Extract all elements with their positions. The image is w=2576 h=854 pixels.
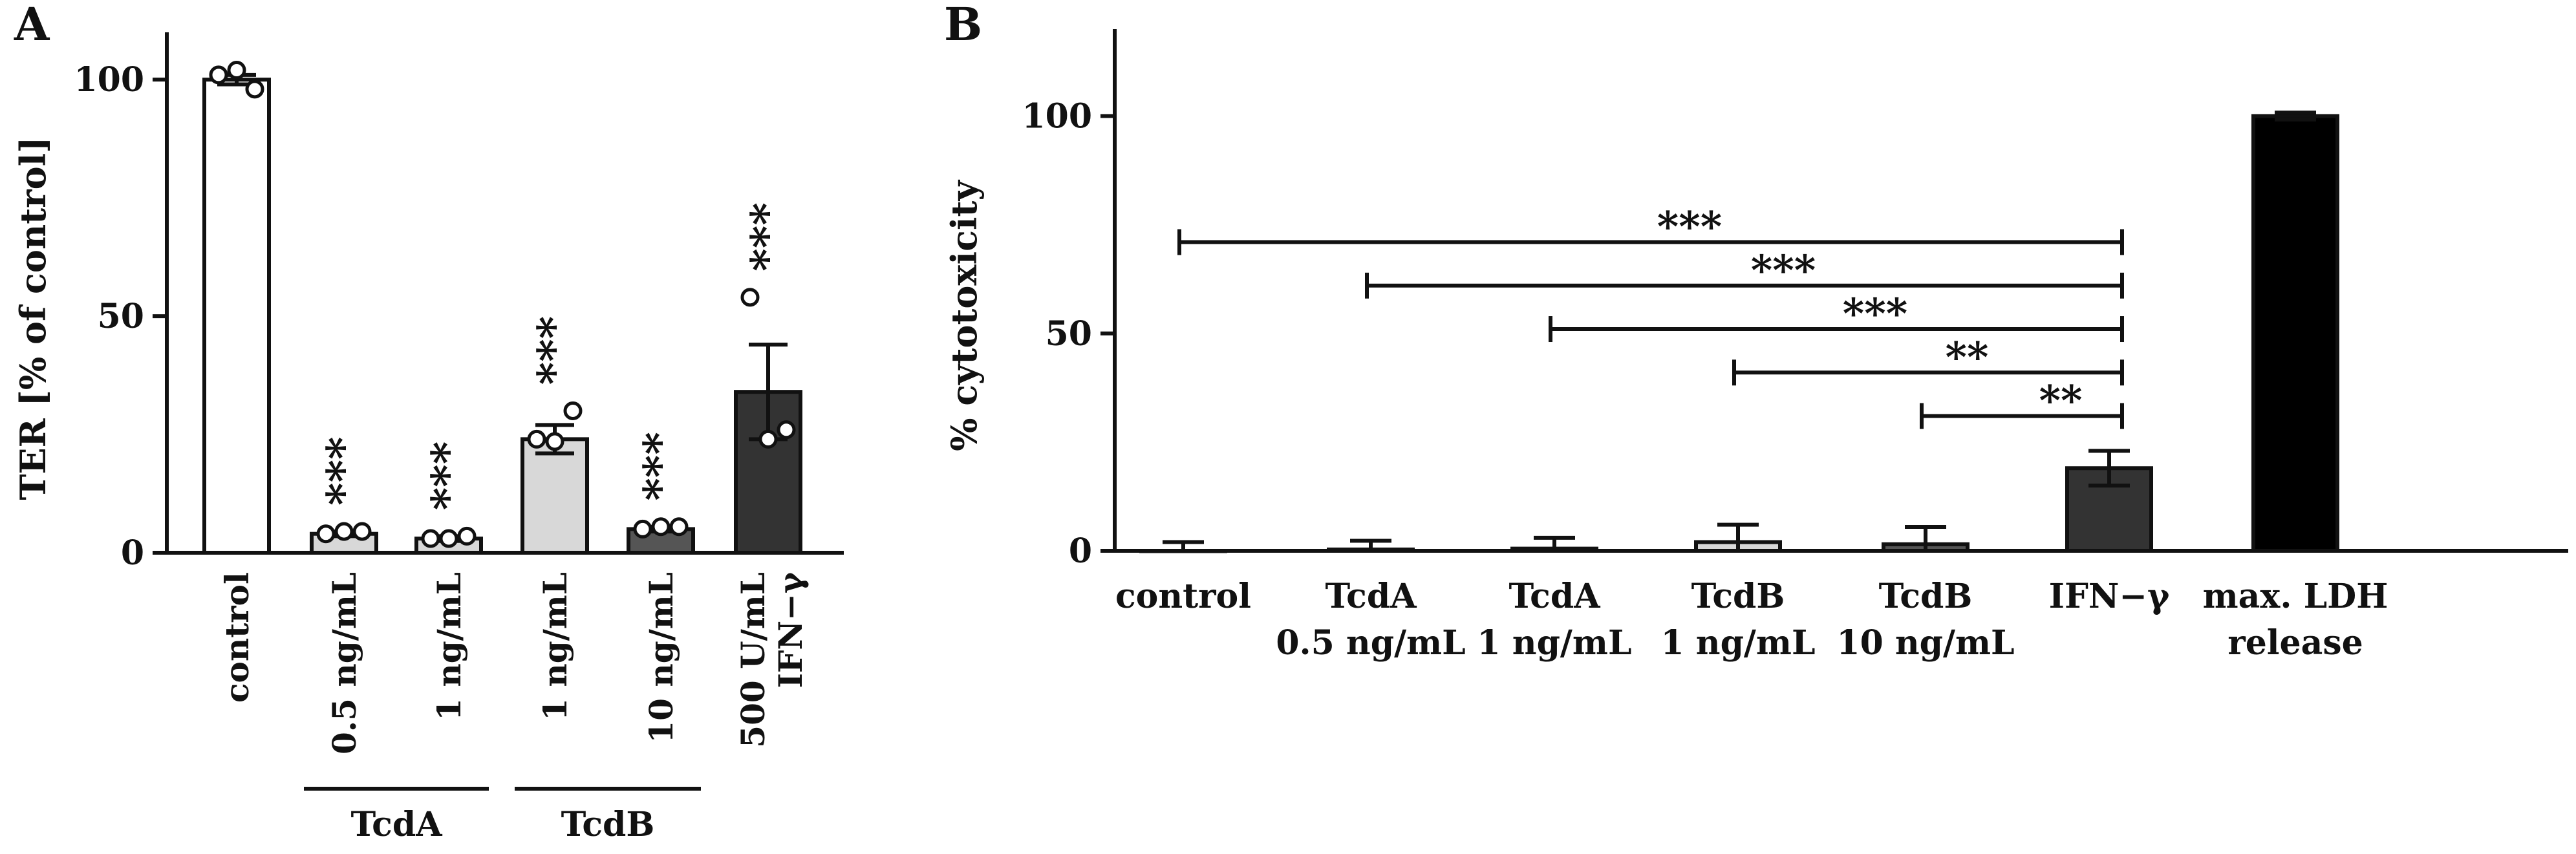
y-tick-label: 100: [1022, 97, 1092, 136]
y-tick-label: 100: [74, 60, 144, 100]
data-point: [316, 524, 336, 544]
panel-a-label: A: [14, 0, 50, 51]
data-point: [669, 517, 689, 537]
bar: [202, 78, 271, 555]
significance-label: ***: [634, 432, 686, 501]
data-point: [209, 65, 228, 85]
data-point: [527, 429, 546, 449]
category-label: 10 ng/mL: [1836, 623, 2014, 663]
y-axis-label: TER [% of control]: [12, 136, 54, 500]
data-point: [651, 517, 671, 537]
category-label: TcdB: [1879, 577, 1973, 616]
y-tick-label: 50: [98, 297, 144, 336]
category-label: 1 ng/mL: [1477, 623, 1631, 663]
y-axis-label: % cytotoxicity: [943, 180, 985, 451]
category-label: 0.5 ng/mL: [325, 572, 363, 754]
category-label: 0.5 ng/mL: [1276, 623, 1465, 663]
panel-a-chart: 0 50 100 TER [% of control] control *** 0.5 ng…: [12, 32, 844, 844]
y-tick-label: 0: [121, 533, 144, 573]
comparison-label: **: [1946, 333, 1989, 381]
comparison-label: ***: [1751, 246, 1816, 295]
category-label: release: [2227, 623, 2363, 663]
bar: [2251, 114, 2339, 553]
panel-b-label: B: [944, 0, 982, 51]
category-label: 1 ng/mL: [430, 572, 468, 721]
significance-label: ***: [317, 436, 369, 506]
data-point: [439, 529, 458, 548]
data-point: [227, 61, 246, 80]
y-tick-label: 0: [1069, 531, 1092, 571]
category-label: control: [218, 572, 256, 703]
category-label: TcdB: [1691, 577, 1785, 616]
data-point: [740, 288, 760, 307]
comparison-label: ***: [1843, 290, 1907, 338]
data-point: [777, 420, 796, 440]
data-point: [334, 522, 354, 541]
panel-b-chart: 0 50 100 % cytotoxicity control TcdA 0.5 ng/mL…: [943, 29, 2568, 663]
group-label: TcdB: [561, 805, 655, 844]
y-tick-label: 50: [1046, 314, 1092, 354]
category-label: 500 U/mL: [734, 572, 772, 748]
significance-label: ***: [528, 316, 580, 385]
data-point: [352, 522, 372, 541]
comparison-label: ***: [1657, 203, 1722, 251]
category-label: 10 ng/mL: [642, 572, 680, 743]
data-point: [457, 526, 477, 546]
data-point: [758, 429, 778, 449]
bar: [521, 437, 589, 555]
category-label: IFN−γ: [771, 571, 810, 688]
data-point: [563, 401, 583, 420]
data-point: [245, 80, 264, 99]
category-label: max. LDH: [2203, 577, 2388, 616]
data-point: [421, 529, 440, 548]
significance-label: ***: [422, 442, 474, 511]
category-label: TcdA: [1508, 577, 1600, 616]
data-point: [545, 432, 564, 451]
category-label: IFN−γ: [2049, 577, 2170, 616]
category-label: TcdA: [1325, 577, 1417, 616]
comparison-label: **: [2039, 377, 2083, 425]
category-label: 1 ng/mL: [1660, 623, 1815, 663]
category-label: control: [1115, 577, 1251, 616]
significance-label: ***: [742, 202, 793, 272]
group-label: TcdA: [350, 805, 442, 844]
data-point: [633, 519, 652, 539]
category-label: 1 ng/mL: [536, 572, 574, 721]
